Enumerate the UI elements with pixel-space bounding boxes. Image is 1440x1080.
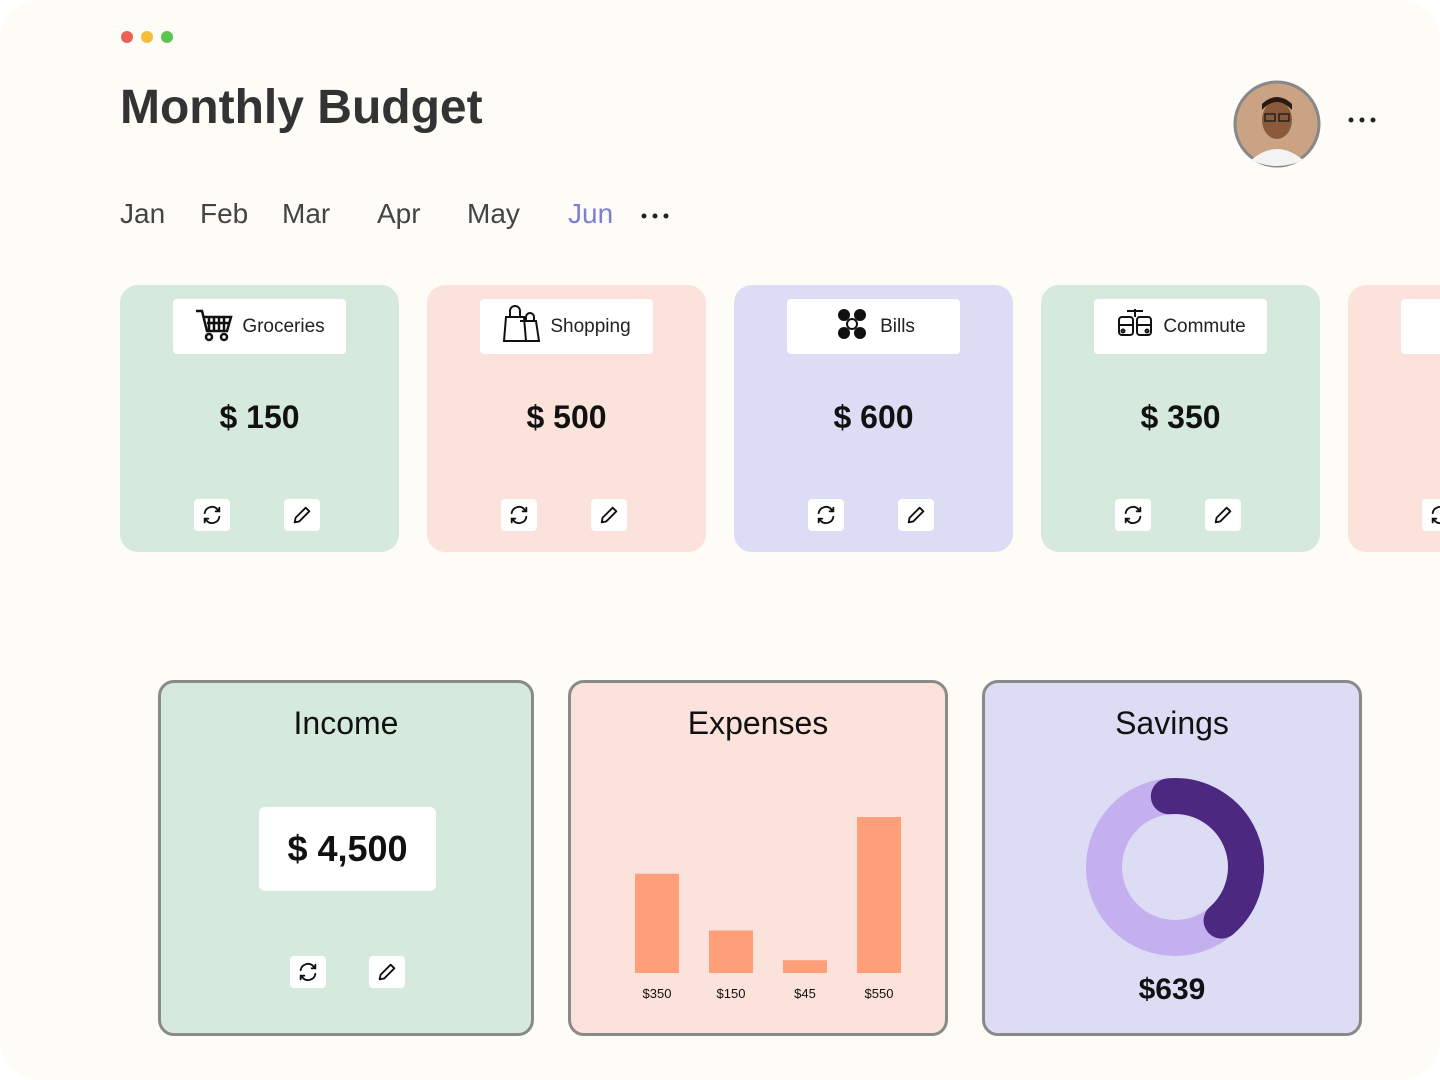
window-controls [121, 31, 173, 43]
income-amount: $ 4,500 [259, 807, 436, 891]
maximize-dot[interactable] [161, 31, 173, 43]
category-name: Bills [880, 315, 915, 337]
category-label: Shopping [480, 299, 653, 354]
category-label: Bills [787, 299, 960, 354]
category-icon [502, 304, 542, 349]
more-months[interactable] [640, 208, 672, 224]
refresh-button[interactable] [1422, 499, 1440, 531]
refresh-button[interactable] [1115, 499, 1151, 531]
edit-button[interactable] [284, 499, 320, 531]
panel-title: Income [293, 705, 399, 741]
avatar[interactable] [1233, 80, 1323, 170]
refresh-button[interactable] [501, 499, 537, 531]
category-name: Commute [1163, 315, 1246, 337]
savings-amount: $639 [1138, 973, 1206, 1006]
bar [783, 960, 827, 973]
month-tab[interactable]: Jun [568, 198, 614, 229]
expenses-chart: $350 $150 $45 $550 [635, 817, 901, 1001]
refresh-button[interactable] [808, 499, 844, 531]
panel-title: Expenses [687, 705, 829, 741]
category-amount: $ [1348, 399, 1440, 436]
bar-label: $45 [794, 986, 816, 1001]
category-amount: $ 600 [833, 399, 914, 435]
category-name: Groceries [242, 315, 325, 337]
category-amount: $ 150 [219, 399, 300, 435]
bar [709, 930, 753, 973]
edit-button[interactable] [591, 499, 627, 531]
category-amount: $ 500 [526, 399, 607, 435]
category-card: Bills $ 600 [734, 285, 1013, 552]
bar [857, 817, 901, 973]
donut-arc [1150, 778, 1264, 939]
category-card: $ [1348, 285, 1440, 552]
edit-button[interactable] [369, 956, 405, 988]
expenses-panel: Expenses $350 $150 $45 $550 [568, 680, 948, 1036]
savings-panel: Savings $639 [982, 680, 1362, 1036]
bar-label: $150 [717, 986, 746, 1001]
refresh-button[interactable] [194, 499, 230, 531]
refresh-button[interactable] [290, 956, 326, 988]
page-title: Monthly Budget [120, 81, 483, 134]
more-menu[interactable] [1347, 112, 1379, 128]
edit-button[interactable] [898, 499, 934, 531]
month-tab[interactable]: Jan [120, 198, 166, 229]
edit-button[interactable] [1205, 499, 1241, 531]
category-card: Commute $ 350 [1041, 285, 1320, 552]
category-amount: $ 350 [1140, 399, 1221, 435]
category-icon [194, 305, 234, 349]
category-label: Groceries [173, 299, 346, 354]
category-card: Groceries $ 150 [120, 285, 399, 552]
close-dot[interactable] [121, 31, 133, 43]
bar-label: $550 [865, 986, 894, 1001]
category-icon [1115, 305, 1155, 349]
month-tab[interactable]: Apr [377, 198, 421, 229]
category-name: Shopping [550, 315, 631, 337]
category-label: Commute [1094, 299, 1267, 354]
income-panel: Income $ 4,500 [158, 680, 534, 1036]
month-tab[interactable]: Feb [200, 198, 249, 229]
bar [635, 873, 679, 973]
category-icon [832, 305, 872, 349]
minimize-dot[interactable] [141, 31, 153, 43]
category-card: Shopping $ 500 [427, 285, 706, 552]
month-tab[interactable]: Mar [282, 198, 331, 229]
panel-title: Savings [1115, 705, 1229, 741]
month-tab[interactable]: May [467, 198, 520, 229]
savings-donut [1086, 778, 1264, 956]
bar-label: $350 [643, 986, 672, 1001]
category-label [1401, 299, 1440, 354]
